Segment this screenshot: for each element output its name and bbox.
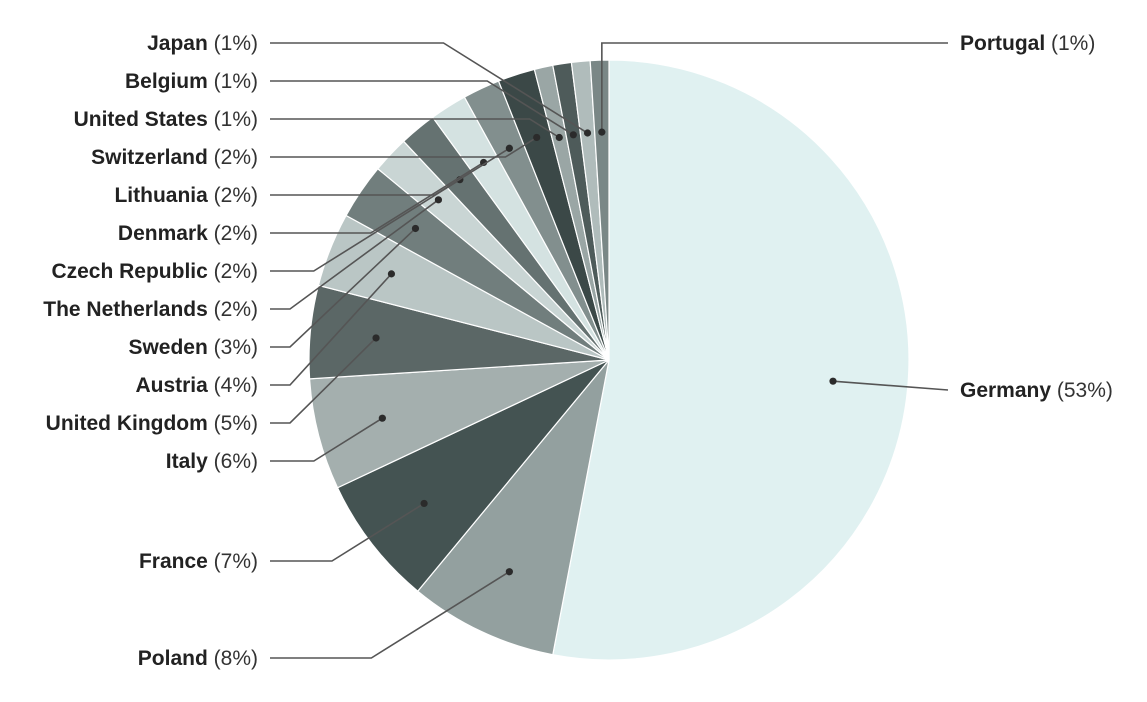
slice-label-germany: Germany (53%) xyxy=(960,379,1113,402)
leader-line-portugal xyxy=(601,42,948,133)
slice-label-name: United States xyxy=(74,108,208,131)
leader-dot-france xyxy=(420,499,428,508)
leader-line-denmark xyxy=(270,161,485,234)
leader-line-belgium xyxy=(270,80,574,136)
slice-label-percent: (1%) xyxy=(1045,32,1095,55)
pie-slices xyxy=(308,59,910,661)
slice-label-belgium: Belgium (1%) xyxy=(125,70,258,93)
leader-dot-united-kingdom xyxy=(372,334,380,342)
slice-label-italy: Italy (6%) xyxy=(166,450,258,473)
leader-line-united-states xyxy=(270,118,560,139)
leader-line-united-kingdom xyxy=(270,337,377,424)
slice-label-czech-republic: Czech Republic (2%) xyxy=(51,260,258,283)
slice-label-poland: Poland (8%) xyxy=(138,647,258,670)
slice-label-japan: Japan (1%) xyxy=(147,32,258,55)
slice-label-france: France (7%) xyxy=(139,550,258,573)
slice-label-percent: (6%) xyxy=(208,450,258,473)
slice-labels: Germany (53%) Poland (8%) France (7%) Italy… xyxy=(43,32,1113,670)
slice-label-name: Czech Republic xyxy=(51,260,208,283)
slice-label-percent: (1%) xyxy=(208,32,258,55)
leader-dot-germany xyxy=(829,377,837,385)
leader-dot-switzerland xyxy=(533,133,541,142)
slice-label-name: Italy xyxy=(166,450,208,473)
slice-label-austria: Austria (4%) xyxy=(135,374,258,397)
slice-label-name: Switzerland xyxy=(91,146,208,169)
leader-dot-the-netherlands xyxy=(434,196,443,204)
slice-label-percent: (2%) xyxy=(208,298,258,321)
leader-dot-denmark xyxy=(480,158,488,167)
slice-label-name: Japan xyxy=(147,32,208,55)
leader-dot-lithuania xyxy=(505,144,513,152)
slice-label-name: Belgium xyxy=(125,70,208,93)
slice-label-percent: (2%) xyxy=(208,260,258,283)
pie-slice-germany xyxy=(552,59,910,661)
slice-label-name: The Netherlands xyxy=(43,298,208,321)
slice-label-name: Poland xyxy=(138,647,208,670)
leader-dot-italy xyxy=(378,414,386,422)
slice-label-percent: (7%) xyxy=(208,550,258,573)
slice-label-portugal: Portugal (1%) xyxy=(960,32,1095,55)
slice-label-percent: (2%) xyxy=(208,146,258,169)
leader-line-sweden xyxy=(270,227,417,348)
leader-line-germany xyxy=(832,380,949,391)
slice-label-percent: (2%) xyxy=(208,184,258,207)
slice-label-lithuania: Lithuania (2%) xyxy=(114,184,258,207)
leader-line-austria xyxy=(270,273,393,386)
leader-line-switzerland xyxy=(270,136,538,158)
leader-line-czech-republic xyxy=(270,179,461,272)
slice-label-name: Austria xyxy=(135,374,208,397)
leader-dot-austria xyxy=(387,270,396,278)
slice-label-switzerland: Switzerland (2%) xyxy=(91,146,258,169)
slice-label-name: Germany xyxy=(960,379,1051,402)
leader-line-poland xyxy=(270,571,510,659)
leader-dot-japan xyxy=(583,129,592,137)
pie-slice-portugal xyxy=(589,59,610,361)
slice-label-percent: (53%) xyxy=(1051,379,1113,402)
leader-dot-belgium xyxy=(569,131,577,139)
slice-label-percent: (4%) xyxy=(208,374,258,397)
leader-line-italy xyxy=(270,417,383,462)
leader-line-japan xyxy=(270,42,588,134)
slice-label-percent: (5%) xyxy=(208,412,258,435)
slice-label-sweden: Sweden (3%) xyxy=(128,336,258,359)
slice-label-name: Portugal xyxy=(960,32,1045,55)
leader-line-lithuania xyxy=(270,147,510,196)
slice-label-the-netherlands: The Netherlands (2%) xyxy=(43,298,258,321)
leader-dot-poland xyxy=(505,568,513,576)
slice-label-percent: (2%) xyxy=(208,222,258,245)
slice-label-name: United Kingdom xyxy=(46,412,208,435)
slice-label-name: Sweden xyxy=(128,336,207,359)
leader-dot-sweden xyxy=(411,224,420,233)
pie-slice-france xyxy=(336,359,610,592)
leader-dot-united-states xyxy=(555,133,563,142)
leader-lines xyxy=(270,42,949,659)
slice-label-percent: (1%) xyxy=(208,108,258,131)
slice-label-percent: (1%) xyxy=(208,70,258,93)
leader-dot-portugal xyxy=(598,128,606,136)
slice-label-percent: (3%) xyxy=(208,336,258,359)
slice-label-name: France xyxy=(139,550,208,573)
slice-label-denmark: Denmark (2%) xyxy=(118,222,258,245)
slice-label-united-states: United States (1%) xyxy=(74,108,258,131)
slice-label-united-kingdom: United Kingdom (5%) xyxy=(46,412,258,435)
leader-line-the-netherlands xyxy=(270,199,439,310)
slice-label-name: Denmark xyxy=(118,222,208,245)
slice-label-name: Lithuania xyxy=(114,184,208,207)
slice-label-percent: (8%) xyxy=(208,647,258,670)
leader-line-france xyxy=(270,502,425,562)
pie-slice-poland xyxy=(416,359,610,656)
